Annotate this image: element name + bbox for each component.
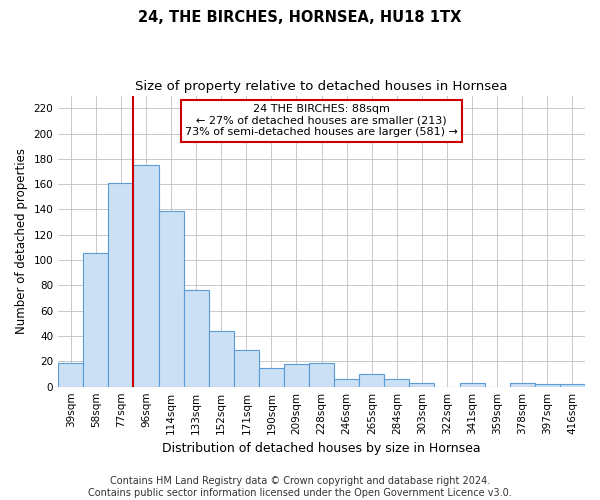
X-axis label: Distribution of detached houses by size in Hornsea: Distribution of detached houses by size … — [162, 442, 481, 455]
Bar — [284, 364, 309, 386]
Bar — [535, 384, 560, 386]
Bar — [58, 362, 83, 386]
Bar — [334, 379, 359, 386]
Bar — [460, 383, 485, 386]
Bar — [259, 368, 284, 386]
Bar — [109, 183, 133, 386]
Bar — [83, 252, 109, 386]
Bar — [359, 374, 385, 386]
Bar — [510, 383, 535, 386]
Bar — [309, 362, 334, 386]
Y-axis label: Number of detached properties: Number of detached properties — [15, 148, 28, 334]
Bar — [133, 165, 158, 386]
Bar — [184, 290, 209, 386]
Bar — [209, 331, 234, 386]
Bar — [385, 379, 409, 386]
Text: 24 THE BIRCHES: 88sqm
← 27% of detached houses are smaller (213)
73% of semi-det: 24 THE BIRCHES: 88sqm ← 27% of detached … — [185, 104, 458, 138]
Text: 24, THE BIRCHES, HORNSEA, HU18 1TX: 24, THE BIRCHES, HORNSEA, HU18 1TX — [139, 10, 461, 25]
Bar — [560, 384, 585, 386]
Bar — [409, 383, 434, 386]
Bar — [234, 350, 259, 387]
Bar — [158, 210, 184, 386]
Text: Contains HM Land Registry data © Crown copyright and database right 2024.
Contai: Contains HM Land Registry data © Crown c… — [88, 476, 512, 498]
Title: Size of property relative to detached houses in Hornsea: Size of property relative to detached ho… — [136, 80, 508, 93]
